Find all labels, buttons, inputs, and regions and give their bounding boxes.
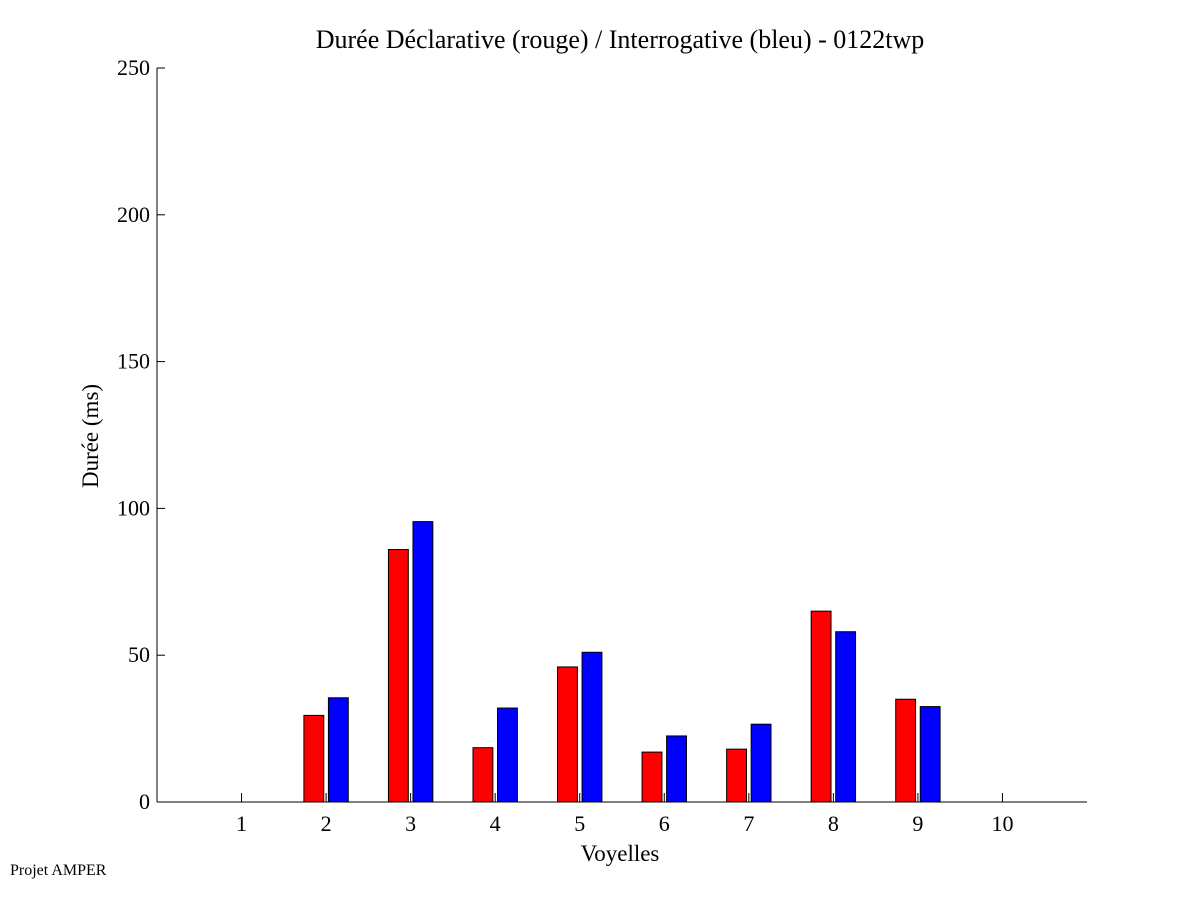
x-tick-label: 3 [405,811,416,836]
bar [750,723,772,803]
bars [303,521,941,803]
x-tick-label: 5 [574,811,585,836]
chart-title: Durée Déclarative (rouge) / Interrogativ… [316,25,925,54]
x-tick-label: 1 [236,811,247,836]
bar [497,707,518,803]
x-tick-label: 7 [743,811,754,836]
y-tick-labels: 0 50 100 150 200 250 [117,55,150,814]
bar [666,735,687,803]
y-tick-label: 50 [128,642,150,667]
x-tick-labels: 1 2 3 4 5 6 7 8 9 10 [236,811,1013,836]
x-tick-label: 2 [321,811,332,836]
x-tick-label: 6 [659,811,670,836]
x-tick-label: 9 [912,811,923,836]
x-tick-label: 4 [490,811,501,836]
bar [557,666,578,803]
bar [726,748,747,803]
bar [581,651,603,803]
x-axis-label: Voyelles [581,841,660,866]
bar [835,631,857,803]
bar [641,751,663,803]
axes [156,67,1087,803]
bar [327,697,349,803]
x-tick-label: 8 [828,811,839,836]
y-tick-label: 250 [117,55,150,80]
bar [472,747,494,803]
bar [412,521,434,803]
x-tick-label: 10 [991,811,1013,836]
bar [895,698,917,803]
bar [303,714,325,803]
y-tick-label: 100 [117,495,150,520]
bar [387,549,409,803]
bar [919,706,941,803]
bar [810,610,832,803]
footer-credit: Projet AMPER [10,862,107,879]
y-axis-label: Durée (ms) [78,384,103,488]
y-tick-label: 0 [139,789,150,814]
y-tick-label: 150 [117,349,150,374]
y-tick-label: 200 [117,202,150,227]
